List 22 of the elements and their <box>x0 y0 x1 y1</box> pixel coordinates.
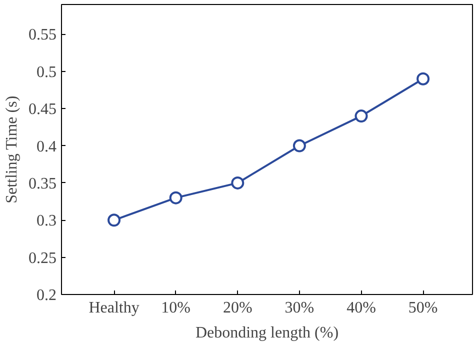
y-tick-label: 0.55 <box>28 26 56 44</box>
point <box>416 72 430 86</box>
point <box>108 214 121 227</box>
y-tick-label: 0.4 <box>36 138 56 156</box>
point <box>169 191 182 204</box>
y-tick-label: 0.35 <box>28 175 56 192</box>
x-tick-label: 50% <box>408 300 438 316</box>
x-axis-title: Debonding length (%) <box>195 324 339 342</box>
y-tick-label: 0.3 <box>36 212 56 230</box>
x-tick-label: Healthy <box>88 300 140 316</box>
x-tick-label: 40% <box>346 300 376 316</box>
point <box>231 176 244 190</box>
y-tick-label: 0.5 <box>36 64 56 81</box>
x-tick-label: 20% <box>222 300 252 316</box>
point <box>354 110 368 123</box>
y-axis-title: Settling Time (s) <box>4 96 20 204</box>
x-tick-label: 10% <box>161 300 190 316</box>
y-tick-label: 0.2 <box>36 287 56 304</box>
x-tick-label: 30% <box>284 300 314 316</box>
point <box>292 139 306 152</box>
y-tick-label: 0.25 <box>28 250 56 267</box>
y-tick-label: 0.45 <box>28 101 56 118</box>
